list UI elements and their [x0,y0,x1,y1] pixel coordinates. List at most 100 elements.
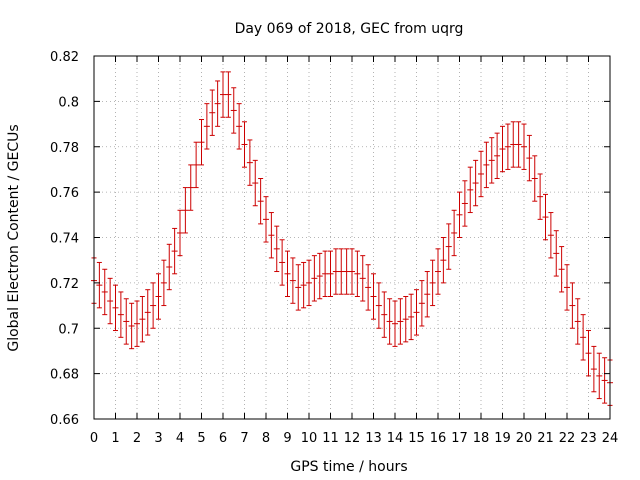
data-point [483,141,490,189]
data-point [268,212,275,259]
x-tick-label: 9 [283,431,291,446]
x-axis-label: GPS time / hours [290,459,407,475]
data-point [574,298,581,345]
data-point [209,89,216,136]
x-tick-label: 8 [262,431,270,446]
data-point [397,298,404,345]
data-point [214,80,221,127]
data-point [461,180,468,227]
x-tick-label: 10 [301,431,318,446]
data-point [402,295,409,343]
x-tick-label: 24 [602,431,619,446]
y-tick-label: 0.7 [58,322,79,337]
data-point [236,103,243,150]
data-point [365,264,372,311]
data-point [547,212,554,259]
x-tick-label: 14 [387,431,404,446]
data-point [537,173,544,220]
data-point [413,289,420,336]
data-point [246,139,253,186]
data-point [177,209,183,257]
data-point [499,125,506,173]
data-point [225,71,232,118]
data-point [284,250,291,297]
data-point [343,248,350,295]
x-tick-label: 4 [176,431,184,446]
data-point [139,295,146,343]
data-point [144,289,151,336]
data-point [263,196,269,243]
data-point [542,193,549,241]
data-point [408,293,415,341]
y-axis-ticks: 0.66 0.68 0.7 0.72 0.74 0.76 0.78 0.8 0.82 [50,50,610,428]
data-point [359,255,366,302]
data-point [295,264,302,311]
x-tick-label: 7 [240,431,248,446]
data-point [134,300,140,347]
data-point [510,121,517,168]
data-point [257,178,264,225]
data-point [230,87,237,134]
data-point [515,121,522,168]
data-point [187,164,194,211]
y-tick-label: 0.78 [50,141,79,156]
data-series [91,71,613,406]
x-tick-label: 2 [133,431,141,446]
data-point [478,150,484,198]
data-point [601,357,608,404]
data-point [354,250,361,297]
x-tick-label: 19 [494,431,511,446]
y-tick-label: 0.74 [50,232,79,247]
x-tick-label: 12 [344,431,361,446]
data-point [198,119,205,166]
data-point [585,330,592,377]
data-point [349,248,355,295]
x-tick-label: 17 [451,431,468,446]
data-point [386,298,393,345]
data-point [590,345,597,393]
data-point [273,225,280,273]
y-tick-label: 0.8 [58,95,79,110]
x-tick-label: 6 [219,431,227,446]
data-point [203,103,210,150]
data-point [150,282,157,329]
data-point [166,243,173,291]
data-point [424,271,431,318]
data-point [526,134,533,182]
data-point [456,191,463,238]
x-tick-label: 0 [90,431,98,446]
data-point [375,282,382,329]
data-point [182,187,189,234]
data-point [445,223,452,270]
data-point [504,123,511,170]
data-point [580,314,587,361]
x-tick-label: 23 [580,431,597,446]
data-point [429,259,436,307]
data-point [488,137,495,184]
x-axis-ticks: 0 1 2 3 4 5 6 7 8 9 10 11 12 13 14 15 16 17 18 19 20 21 22 23 24 [90,56,618,446]
data-point [440,237,447,284]
data-point [279,239,286,286]
data-point [252,159,259,207]
x-tick-label: 22 [559,431,576,446]
data-point [107,277,114,325]
data-point [322,250,329,297]
data-point [311,255,318,302]
y-tick-label: 0.72 [50,277,79,292]
data-point [332,248,339,295]
data-point [596,352,603,400]
y-axis-label: Global Electron Content / GECUs [6,124,22,351]
data-point [289,257,296,304]
y-tick-label: 0.76 [50,186,79,201]
x-tick-label: 5 [197,431,205,446]
data-point [370,273,377,320]
x-tick-label: 1 [111,431,119,446]
data-point [300,261,307,309]
x-tick-label: 20 [516,431,533,446]
data-point [451,209,458,257]
data-point [306,259,312,307]
x-tick-label: 21 [537,431,554,446]
data-point [381,291,388,338]
